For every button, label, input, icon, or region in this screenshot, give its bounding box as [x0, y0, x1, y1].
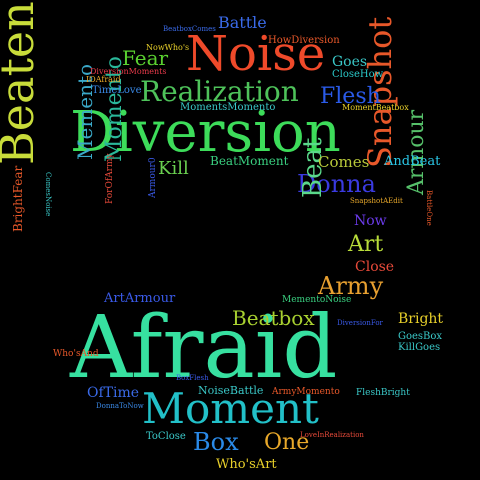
word-donna: Donna — [297, 170, 376, 198]
word-beatbox: Beatbox — [232, 306, 315, 330]
word-who-sart: Who'sArt — [216, 457, 277, 472]
word-artarmour: ArtArmour — [104, 291, 176, 306]
word-momentbeatbox: MomentBeatbox — [342, 103, 409, 112]
word-timelove: TimeLove — [92, 85, 142, 96]
word-forofarmy: ForOfArmy — [105, 153, 115, 204]
word-comes: Comes — [318, 153, 370, 171]
word-clos-how: ClosеHow — [332, 69, 384, 80]
word-killgoes: KillGoes — [398, 342, 441, 353]
word-diversionmoments: DiversionMoments — [90, 67, 167, 76]
word-snapshotaedit: SnapshotAEdit — [350, 197, 403, 205]
word-battleone: BattleOne — [425, 190, 433, 226]
word-oftime: OfTime — [87, 385, 140, 401]
word-close: Close — [355, 259, 395, 275]
word-flesh: Flesh — [320, 84, 381, 109]
word-who-sand: Who'sAnd — [53, 349, 99, 359]
word-diversionfor: DiversionFor — [337, 319, 383, 327]
word-now: Now — [354, 213, 387, 229]
word-beatmoment: BeatMoment — [210, 154, 289, 168]
word-battle: Battle — [218, 13, 267, 32]
word-diversion: Diversion — [70, 100, 341, 165]
word-ioafraid: IOAfraid — [86, 75, 121, 84]
word-donnatonow: DonnaToNow — [96, 402, 144, 410]
word-art: Art — [348, 232, 384, 257]
word-toclose: ToClose — [146, 431, 186, 442]
word-moment: Moment — [142, 384, 319, 433]
word-mementonoise: MementoNoise — [282, 295, 352, 305]
word-noisebattle: NoiseBattle — [198, 384, 264, 397]
word-goes: Goes — [332, 54, 368, 70]
word-beatboxcomes: BeatboxComes — [163, 25, 216, 33]
word-noise: Noise — [186, 26, 326, 82]
word-boxflesh: BoxFlesh — [176, 374, 209, 382]
word-armymomento: ArmyMomento — [272, 387, 340, 397]
word-momentsmomento: MomentsMomento — [180, 102, 276, 113]
word-andbeat: AndBeat — [384, 154, 441, 169]
word-armour: Armour — [404, 109, 429, 195]
word-bright: Bright — [398, 311, 444, 327]
word-nowwho-s: NowWho's — [146, 43, 190, 52]
word-box: Box — [193, 428, 239, 456]
word-afraid: Afraid — [70, 298, 338, 398]
word-armour0: Armour0 — [148, 157, 158, 198]
word-loveinrealization: LoveInRealization — [300, 431, 364, 439]
word-fear: Fear — [122, 46, 169, 70]
word-beaten: Beaten — [0, 1, 44, 165]
word-comesnoise: ComesNoise — [44, 172, 52, 217]
word-army: Army — [318, 272, 384, 300]
word-howdiversion: HowDiversion — [268, 35, 340, 46]
word-fleshbright: FleshBright — [356, 388, 410, 398]
word-realization: Realization — [140, 75, 299, 108]
word-goesbox: GoesBox — [398, 331, 443, 342]
word-one: One — [264, 430, 310, 455]
word-kill: Kill — [158, 158, 189, 179]
word-brightfear: BrightFear — [11, 165, 25, 232]
